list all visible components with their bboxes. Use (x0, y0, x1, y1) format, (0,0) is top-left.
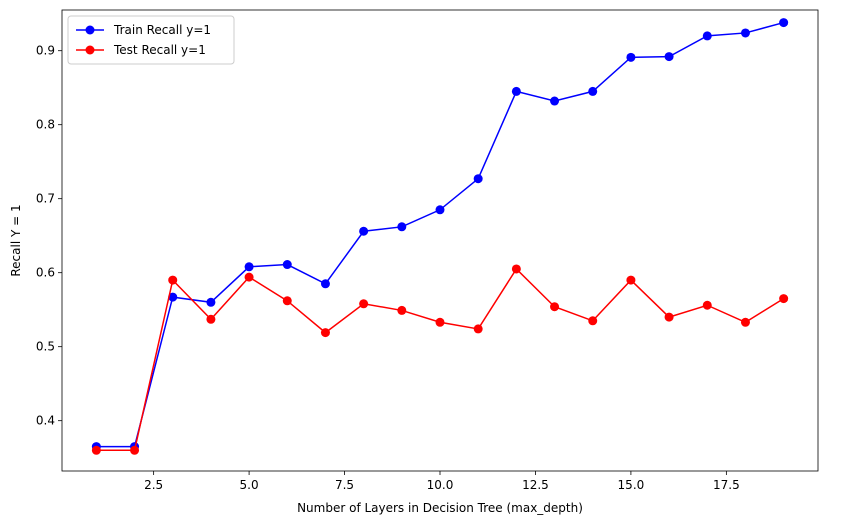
legend-marker-2 (85, 45, 95, 55)
x-tick-label: 15.0 (618, 478, 645, 492)
data-point (550, 302, 560, 312)
y-tick-label: 0.5 (36, 340, 55, 354)
data-point (779, 294, 789, 304)
y-tick-label: 0.9 (36, 44, 55, 58)
data-point (702, 300, 712, 310)
x-tick-label: 5.0 (240, 478, 259, 492)
series-line-1 (96, 21, 784, 448)
data-point (206, 314, 216, 324)
y-tick-label: 0.8 (36, 118, 55, 132)
series-line-2 (96, 267, 785, 452)
data-point (91, 445, 101, 455)
data-point (779, 18, 789, 28)
data-point (588, 316, 598, 326)
data-point (511, 86, 521, 96)
y-axis-label: Recall Y = 1 (9, 204, 23, 276)
data-point (397, 222, 407, 232)
data-point (320, 279, 330, 289)
x-tick-label: 17.5 (713, 478, 740, 492)
data-point (282, 296, 292, 306)
legend-label-2: Test Recall y=1 (113, 43, 206, 57)
data-point (740, 28, 750, 38)
data-point (206, 297, 216, 307)
data-point (550, 96, 560, 106)
data-point (664, 312, 674, 322)
x-axis-label: Number of Layers in Decision Tree (max_d… (297, 501, 583, 515)
data-point (626, 52, 636, 62)
data-point (473, 324, 483, 334)
data-point (244, 272, 254, 282)
y-tick-label: 0.7 (36, 192, 55, 206)
x-tick-label: 2.5 (144, 478, 163, 492)
x-tick-label: 10.0 (427, 478, 454, 492)
data-point (359, 226, 369, 236)
data-point (168, 292, 178, 302)
data-point (740, 317, 750, 327)
data-point (244, 262, 254, 272)
data-point (435, 205, 445, 215)
data-point (435, 317, 445, 327)
plot-layer (91, 18, 789, 455)
data-point (664, 52, 674, 62)
legend-box (67, 15, 235, 65)
data-point (702, 31, 712, 41)
data-point (511, 264, 521, 274)
data-point (397, 305, 407, 315)
data-point (473, 174, 483, 184)
data-point (282, 260, 292, 270)
x-tick-label: 7.5 (335, 478, 354, 492)
x-tick-label: 12.5 (522, 478, 549, 492)
y-tick-label: 0.4 (36, 414, 55, 428)
data-point (359, 299, 369, 309)
data-point (626, 275, 636, 285)
data-point (588, 86, 598, 96)
data-point (130, 445, 140, 455)
legend-marker-1 (85, 25, 95, 35)
y-tick-label: 0.6 (36, 266, 55, 280)
legend: Train Recall y=1 Test Recall y=1 (67, 15, 235, 65)
data-point (168, 275, 178, 285)
data-point (320, 328, 330, 338)
axes-layer: 2.5 5.0 7.5 10.0 12.5 15.0 17.5 0.4 0.5 0.6 0.7 0.8… (36, 9, 819, 492)
legend-label-1: Train Recall y=1 (113, 23, 211, 37)
axes-frame (61, 9, 819, 472)
